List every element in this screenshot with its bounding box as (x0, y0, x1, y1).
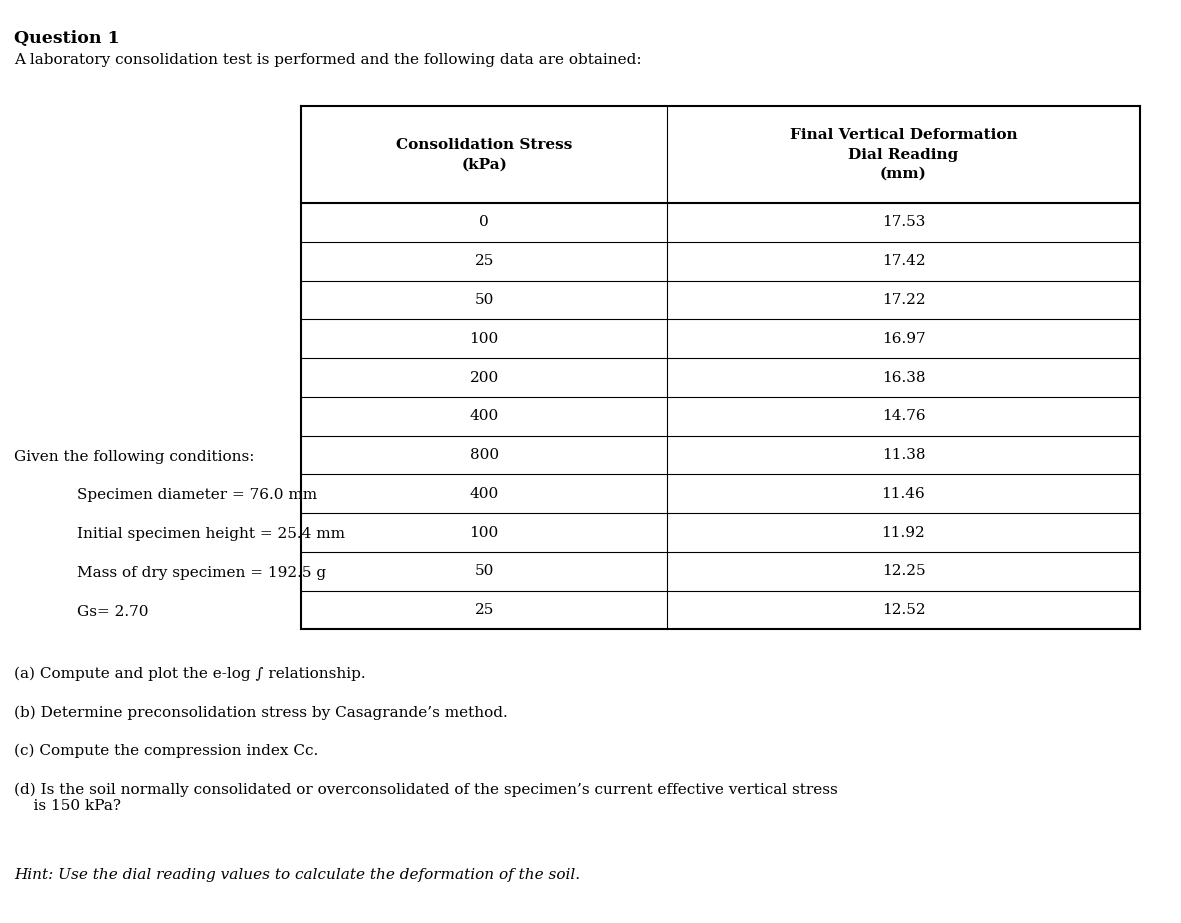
Text: 400: 400 (470, 409, 498, 424)
Text: (a) Compute and plot the e-log ∫ relationship.: (a) Compute and plot the e-log ∫ relatio… (14, 666, 366, 681)
Text: 17.42: 17.42 (882, 254, 925, 269)
Text: A laboratory consolidation test is performed and the following data are obtained: A laboratory consolidation test is perfo… (14, 53, 641, 66)
Text: Mass of dry specimen = 192.5 g: Mass of dry specimen = 192.5 g (77, 566, 326, 580)
Text: 16.38: 16.38 (882, 370, 925, 385)
Text: Gs= 2.70: Gs= 2.70 (77, 605, 149, 618)
Text: Hint: Use the dial reading values to calculate the deformation of the soil.: Hint: Use the dial reading values to cal… (14, 868, 580, 881)
Text: 16.97: 16.97 (882, 331, 925, 346)
Text: 17.22: 17.22 (882, 293, 925, 307)
Text: 200: 200 (470, 370, 498, 385)
Text: 400: 400 (470, 486, 498, 501)
Text: 12.25: 12.25 (882, 564, 925, 579)
Text: 100: 100 (470, 331, 498, 346)
Text: 100: 100 (470, 525, 498, 540)
Text: 11.46: 11.46 (881, 486, 926, 501)
Text: 25: 25 (475, 254, 494, 269)
Text: 11.92: 11.92 (881, 525, 926, 540)
Text: (d) Is the soil normally consolidated or overconsolidated of the specimen’s curr: (d) Is the soil normally consolidated or… (14, 783, 839, 813)
Text: 12.52: 12.52 (882, 603, 925, 617)
Text: 25: 25 (475, 603, 494, 617)
Text: Initial specimen height = 25.4 mm: Initial specimen height = 25.4 mm (77, 527, 345, 541)
Text: 17.53: 17.53 (882, 215, 925, 230)
Text: Question 1: Question 1 (14, 30, 119, 46)
Text: Final Vertical Deformation
Dial Reading
(mm): Final Vertical Deformation Dial Reading … (790, 128, 1017, 181)
Text: (c) Compute the compression index Cc.: (c) Compute the compression index Cc. (14, 744, 319, 759)
Text: 50: 50 (475, 293, 494, 307)
Text: Given the following conditions:: Given the following conditions: (14, 450, 255, 463)
Text: 11.38: 11.38 (882, 448, 925, 462)
Text: 14.76: 14.76 (882, 409, 925, 424)
Text: (b) Determine preconsolidation stress by Casagrande’s method.: (b) Determine preconsolidation stress by… (14, 705, 508, 720)
Text: 800: 800 (470, 448, 498, 462)
Text: Specimen diameter = 76.0 mm: Specimen diameter = 76.0 mm (77, 488, 317, 502)
Text: 0: 0 (479, 215, 489, 230)
Text: 50: 50 (475, 564, 494, 579)
Text: Consolidation Stress
(kPa): Consolidation Stress (kPa) (396, 138, 573, 172)
